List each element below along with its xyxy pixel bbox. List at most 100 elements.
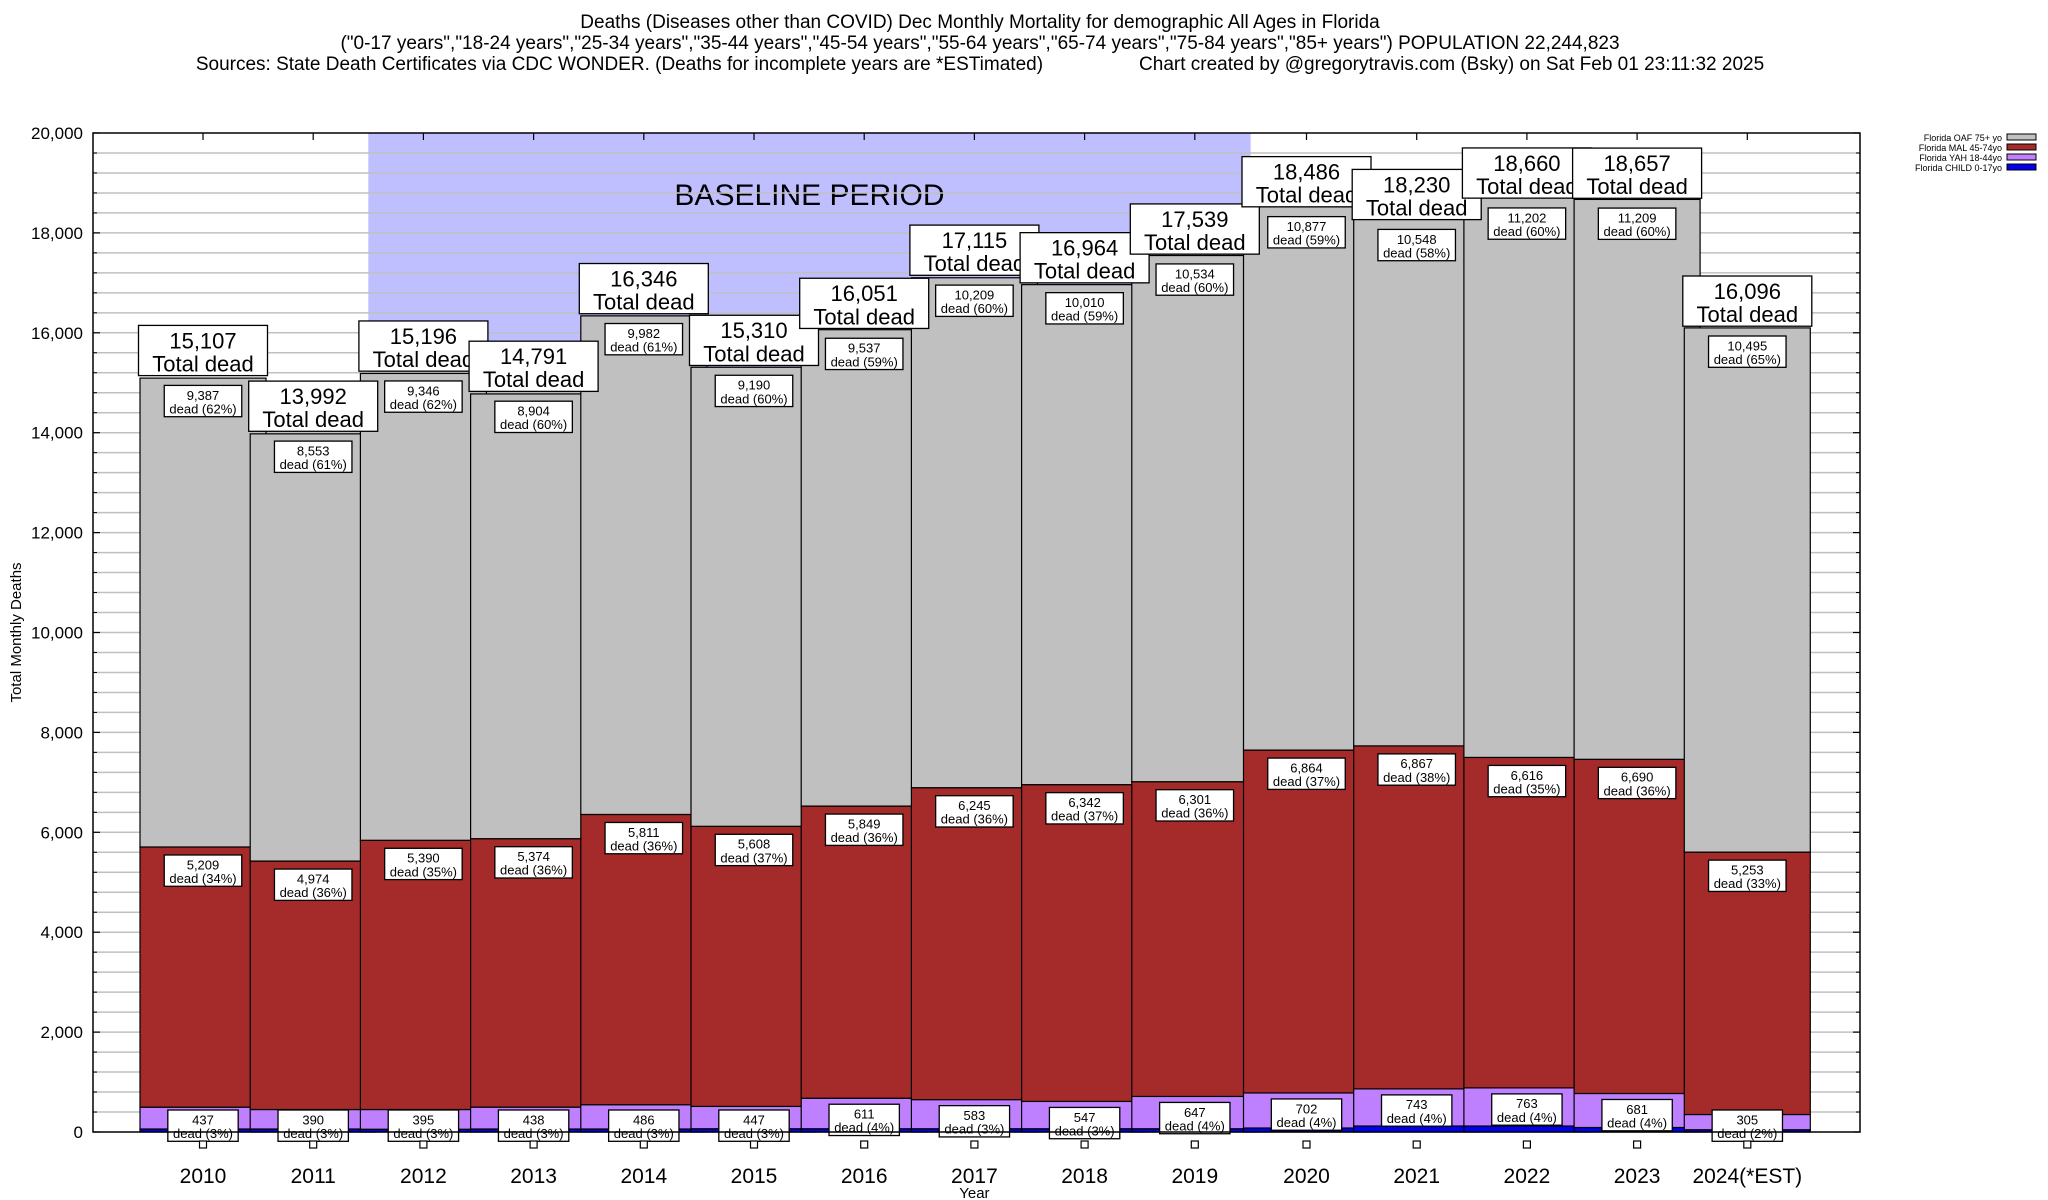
total-label-box — [799, 277, 930, 330]
yah-label-text: dead (3%) — [614, 1126, 674, 1141]
yah-label-text: 486 — [633, 1112, 655, 1127]
legend-label: Florida YAH 18-44yo — [1919, 153, 2002, 163]
yah-label-text: dead (4%) — [1497, 1110, 1557, 1125]
bar-segment-oaf — [470, 393, 598, 840]
yah-label-box — [1270, 1098, 1343, 1131]
total-label-box — [688, 314, 820, 367]
child-label-marker — [419, 1140, 428, 1149]
mal-label-text: dead (36%) — [280, 885, 347, 900]
total-label-box — [137, 324, 269, 377]
chart-credit: Chart created by @gregorytravis.com (Bsk… — [1139, 54, 1765, 75]
oaf-label-box — [1267, 215, 1346, 249]
x-tick-label: 2014 — [620, 1165, 667, 1188]
child-label-marker — [1080, 1140, 1089, 1149]
oaf-label-box — [1487, 207, 1567, 240]
oaf-label-box — [1045, 291, 1124, 325]
y-axis-title: Total Monthly Deaths — [8, 562, 25, 702]
oaf-label-text: 9,537 — [848, 341, 881, 356]
oaf-label-text: dead (60%) — [1493, 224, 1560, 239]
y-tick-label: 12,000 — [31, 524, 83, 543]
y-tick-label: 14,000 — [31, 424, 83, 443]
oaf-label-box — [1155, 263, 1235, 296]
total-label-text: Total dead — [813, 304, 915, 329]
oaf-label-text: dead (60%) — [1161, 280, 1228, 295]
oaf-label-text: dead (58%) — [1383, 245, 1450, 260]
total-label-box — [578, 262, 709, 315]
total-label-text: Total dead — [373, 347, 475, 372]
oaf-label-box — [163, 384, 243, 418]
mal-label-box — [604, 821, 684, 855]
mal-label-text: dead (38%) — [1383, 770, 1450, 785]
bar-segment-mal — [800, 805, 928, 1099]
child-label-marker — [1190, 1140, 1199, 1149]
total-label-box — [358, 320, 489, 372]
chart-sources-credit: Sources: State Death Certificates via CD… — [0, 54, 1960, 75]
yah-label-text: dead (3%) — [504, 1126, 564, 1141]
yah-label-box — [1491, 1093, 1563, 1126]
yah-label-text: 447 — [743, 1112, 765, 1127]
total-label-text: Total dead — [1034, 259, 1136, 284]
mal-label-text: dead (36%) — [831, 830, 898, 845]
mal-label-text: 6,864 — [1290, 760, 1323, 775]
bar-segment-mal — [1242, 749, 1371, 1094]
bar-segment-child — [1353, 1125, 1481, 1133]
mal-label-box — [1707, 859, 1787, 893]
yah-label-text: dead (4%) — [1277, 1115, 1337, 1130]
legend-swatch — [2006, 163, 2037, 171]
total-label-text: Total dead — [152, 351, 254, 376]
x-tick-label: 2021 — [1393, 1165, 1440, 1188]
bar-segment-mal — [470, 838, 598, 1108]
oaf-label-box — [604, 322, 684, 356]
yah-label-text: 743 — [1406, 1097, 1428, 1112]
bar-segment-child — [1463, 1125, 1591, 1133]
oaf-label-box — [1597, 207, 1677, 241]
yah-label-text: 702 — [1296, 1101, 1318, 1116]
x-tick-label: 2017 — [951, 1165, 998, 1188]
mal-label-text: 5,608 — [738, 837, 771, 852]
y-tick-label: 2,000 — [40, 1023, 83, 1042]
mal-label-text: dead (35%) — [390, 864, 457, 879]
bar-segment-mal — [910, 787, 1039, 1101]
x-tick-label: 2010 — [180, 1165, 227, 1188]
oaf-label-text: dead (59%) — [1273, 233, 1340, 248]
total-label-box — [1682, 275, 1813, 327]
mal-label-text: dead (36%) — [1161, 806, 1228, 821]
total-label-text: 18,660 — [1493, 151, 1560, 176]
yah-label-text: 305 — [1736, 1112, 1758, 1127]
x-tick-label: 2011 — [291, 1165, 336, 1188]
yah-label-box — [1601, 1098, 1673, 1132]
oaf-label-text: dead (60%) — [1603, 224, 1670, 239]
x-tick-label: 2019 — [1171, 1165, 1218, 1188]
y-tick-label: 16,000 — [31, 324, 83, 343]
child-label-marker — [1302, 1140, 1311, 1149]
child-label-marker — [970, 1140, 979, 1149]
chart-title: Deaths (Diseases other than COVID) Dec M… — [580, 12, 1380, 33]
oaf-label-text: dead (62%) — [390, 397, 457, 412]
